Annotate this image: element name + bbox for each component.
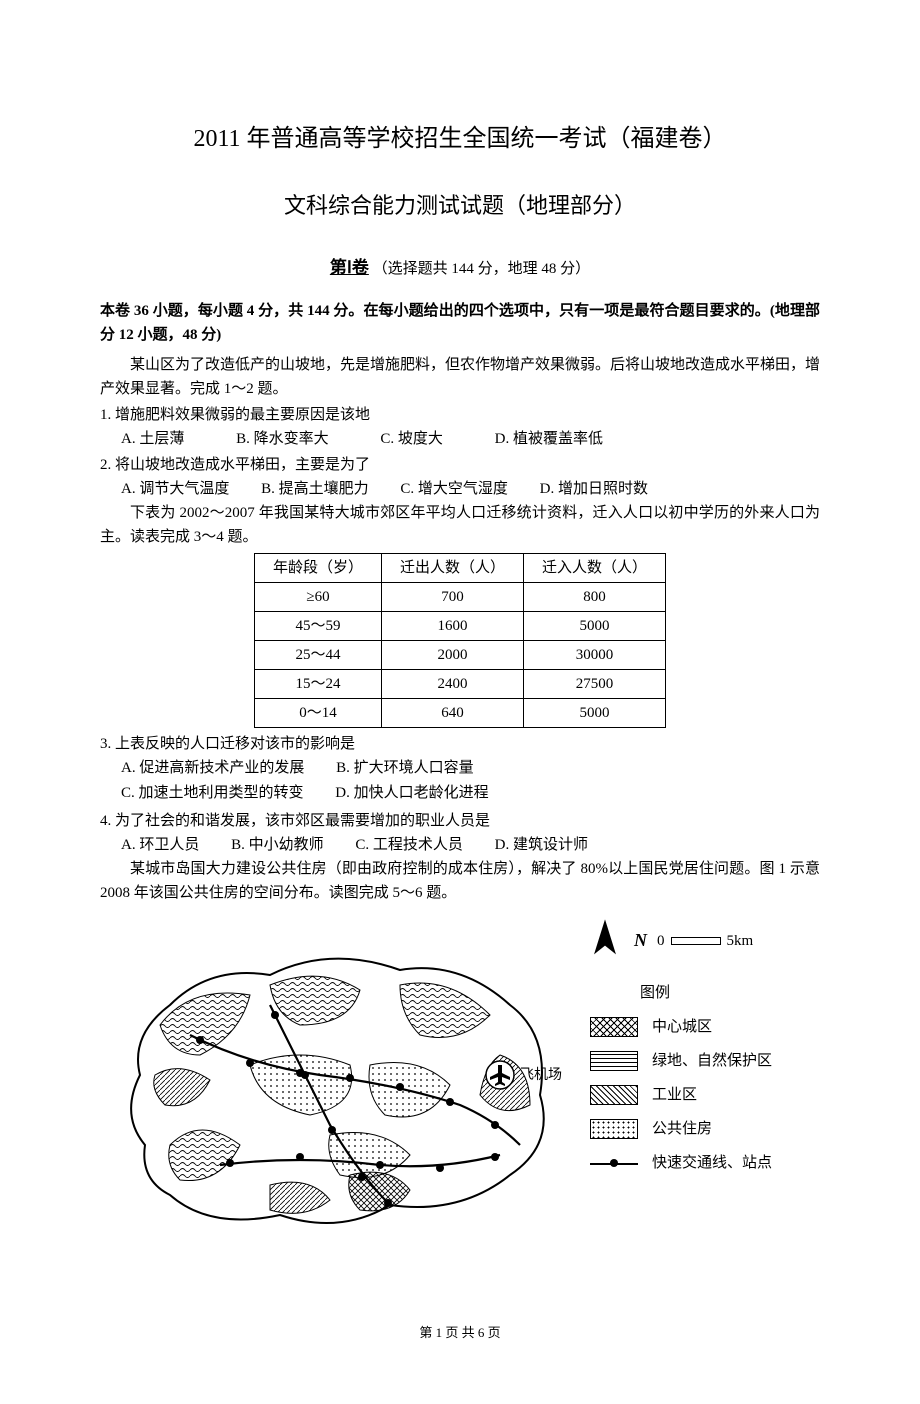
map-svg: 飞机场 (100, 915, 570, 1263)
q1-opt-b: B. 降水变率大 (236, 427, 329, 451)
q1-opt-c: C. 坡度大 (380, 427, 443, 451)
section-label-rest: （选择题共 144 分，地理 48 分） (373, 261, 591, 277)
scale-zero: 0 (657, 929, 665, 953)
airport-label: 飞机场 (520, 1065, 562, 1087)
north-label: N (634, 926, 647, 955)
table-cell: 27500 (524, 669, 666, 698)
q2-opts: A. 调节大气温度 B. 提高土壤肥力 C. 增大空气湿度 D. 增加日照时数 (100, 477, 820, 501)
legend-label: 绿地、自然保护区 (652, 1049, 772, 1073)
table-cell: 5000 (524, 698, 666, 727)
wave-swatch-icon (590, 1051, 638, 1071)
col-age: 年龄段（岁） (254, 553, 381, 582)
cross-swatch-icon (590, 1017, 638, 1037)
q3-opt-c: C. 加速土地利用类型的转变 (121, 781, 304, 807)
table-cell: ≥60 (254, 582, 381, 611)
table-cell: 1600 (381, 611, 523, 640)
table-row: 25～44200030000 (254, 640, 665, 669)
q1-opt-d: D. 植被覆盖率低 (495, 427, 603, 451)
table-header-row: 年龄段（岁） 迁出人数（人） 迁入人数（人） (254, 553, 665, 582)
q3-opts: A. 促进高新技术产业的发展 B. 扩大环境人口容量 C. 加速土地利用类型的转… (100, 756, 820, 807)
legend-label: 快速交通线、站点 (652, 1151, 772, 1175)
legend-row: 中心城区 (590, 1015, 820, 1039)
legend-row: 工业区 (590, 1083, 820, 1107)
q1-opts: A. 土层薄 B. 降水变率大 C. 坡度大 D. 植被覆盖率低 (100, 427, 820, 451)
q4-stem: 4. 为了社会的和谐发展，该市郊区最需要增加的职业人员是 (100, 809, 820, 833)
table-row: 0～146405000 (254, 698, 665, 727)
q4-opt-b: B. 中小幼教师 (231, 833, 324, 857)
q3-stem: 3. 上表反映的人口迁移对该市的影响是 (100, 732, 820, 756)
q1-opt-a: A. 土层薄 (121, 427, 184, 451)
col-out: 迁出人数（人） (381, 553, 523, 582)
table-cell: 25～44 (254, 640, 381, 669)
table-cell: 700 (381, 582, 523, 611)
table-row: 15～24240027500 (254, 669, 665, 698)
table-cell: 15～24 (254, 669, 381, 698)
q2-opt-c: C. 增大空气湿度 (400, 477, 508, 501)
legend-row: 绿地、自然保护区 (590, 1049, 820, 1073)
q4-opt-d: D. 建筑设计师 (495, 833, 588, 857)
legend-title: 图例 (640, 981, 820, 1005)
table-cell: 2400 (381, 669, 523, 698)
legend-row: 公共住房 (590, 1117, 820, 1141)
passage-3: 某城市岛国大力建设公共住房（即由政府控制的成本住房），解决了 80%以上国民党居… (100, 857, 820, 905)
line-swatch-icon (590, 1153, 638, 1173)
section-header: 第Ⅰ卷 （选择题共 144 分，地理 48 分） (100, 254, 820, 281)
legend-label: 中心城区 (652, 1015, 712, 1039)
q2-opt-d: D. 增加日照时数 (540, 477, 648, 501)
figure-1: 飞机场 N 0 5km 图例 中心城区绿地、自然保护区工业区公共住房快速交通线、… (100, 915, 820, 1263)
table-row: 45～5916005000 (254, 611, 665, 640)
legend-column: N 0 5km 图例 中心城区绿地、自然保护区工业区公共住房快速交通线、站点 (570, 915, 820, 1185)
section-label-bold: 第Ⅰ卷 (330, 258, 369, 277)
table-cell: 640 (381, 698, 523, 727)
lines-swatch-icon (590, 1085, 638, 1105)
legend-row: 快速交通线、站点 (590, 1151, 820, 1175)
q3-opt-a: A. 促进高新技术产业的发展 (121, 756, 304, 782)
q1-stem: 1. 增施肥料效果微弱的最主要原因是该地 (100, 403, 820, 427)
col-in: 迁入人数（人） (524, 553, 666, 582)
page-footer: 第 1 页 共 6 页 (100, 1323, 820, 1344)
q2-opt-b: B. 提高土壤肥力 (261, 477, 369, 501)
scale-label: 5km (727, 929, 754, 953)
north-scale-row: N 0 5km (590, 919, 820, 963)
q4-opt-c: C. 工程技术人员 (355, 833, 463, 857)
table-cell: 0～14 (254, 698, 381, 727)
q2-opt-a: A. 调节大气温度 (121, 477, 229, 501)
passage-1: 某山区为了改造低产的山坡地，先是增施肥料，但农作物增产效果微弱。后将山坡地改造成… (100, 353, 820, 401)
legend-label: 工业区 (652, 1083, 697, 1107)
instructions: 本卷 36 小题，每小题 4 分，共 144 分。在每小题给出的四个选项中，只有… (100, 299, 820, 347)
q3-opt-d: D. 加快人口老龄化进程 (335, 781, 488, 807)
table-cell: 5000 (524, 611, 666, 640)
passage-2: 下表为 2002～2007 年我国某特大城市郊区年平均人口迁移统计资料，迁入人口… (100, 501, 820, 549)
q2-stem: 2. 将山坡地改造成水平梯田，主要是为了 (100, 453, 820, 477)
table-cell: 30000 (524, 640, 666, 669)
q4-opt-a: A. 环卫人员 (121, 833, 199, 857)
table-cell: 2000 (381, 640, 523, 669)
title-sub: 文科综合能力测试试题（地理部分） (100, 188, 820, 223)
table-cell: 45～59 (254, 611, 381, 640)
scale-bar: 0 5km (657, 929, 753, 953)
dots-swatch-icon (590, 1119, 638, 1139)
q3-opt-b: B. 扩大环境人口容量 (336, 756, 474, 782)
title-main: 2011 年普通高等学校招生全国统一考试（福建卷） (100, 120, 820, 158)
migration-table: 年龄段（岁） 迁出人数（人） 迁入人数（人） ≥6070080045～59160… (254, 553, 666, 728)
table-row: ≥60700800 (254, 582, 665, 611)
legend-items: 中心城区绿地、自然保护区工业区公共住房快速交通线、站点 (590, 1015, 820, 1175)
north-arrow-icon (590, 919, 624, 963)
legend-label: 公共住房 (652, 1117, 712, 1141)
q4-opts: A. 环卫人员 B. 中小幼教师 C. 工程技术人员 D. 建筑设计师 (100, 833, 820, 857)
table-cell: 800 (524, 582, 666, 611)
table-body: ≥6070080045～591600500025～4420003000015～2… (254, 582, 665, 727)
